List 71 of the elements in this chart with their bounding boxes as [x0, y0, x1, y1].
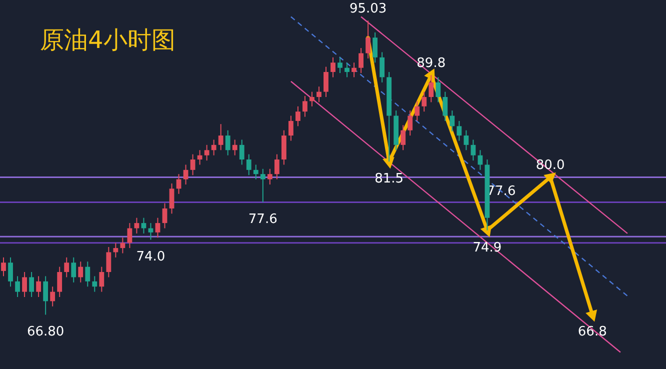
candlestick	[380, 52, 385, 83]
candlestick	[470, 139, 476, 162]
candlestick	[302, 95, 308, 118]
candlestick	[197, 150, 202, 166]
candlestick	[246, 154, 252, 176]
annotation: 95.03	[349, 2, 387, 17]
candlestick	[400, 124, 406, 151]
candlestick	[267, 168, 272, 185]
candlestick	[295, 106, 300, 127]
candlestick	[344, 62, 350, 78]
candlestick	[225, 130, 230, 156]
candlestick	[310, 91, 314, 107]
candlestick	[288, 115, 294, 142]
candlestick	[281, 130, 286, 166]
annotation: 89.8	[416, 56, 446, 72]
candlestick	[352, 62, 356, 78]
candlestick	[120, 237, 126, 254]
candlestick	[324, 66, 328, 98]
candlestick	[372, 32, 378, 64]
candlestick	[99, 266, 104, 292]
candlestick	[442, 91, 448, 122]
candlestick	[50, 286, 56, 307]
candlestick	[260, 168, 266, 203]
candlestick	[218, 124, 224, 151]
candlestick	[408, 110, 413, 136]
candlestick	[29, 272, 34, 298]
candlestick	[71, 256, 76, 283]
candlestick	[43, 276, 48, 316]
candlestick	[190, 154, 196, 176]
candlestick	[253, 164, 258, 180]
candlestick	[1, 256, 6, 277]
candlestick	[436, 76, 441, 103]
candlestick	[338, 56, 342, 74]
candlestick	[134, 217, 140, 234]
candlestick	[36, 276, 42, 298]
candlestick	[15, 276, 20, 298]
candlestick	[414, 100, 420, 122]
candlestick	[64, 256, 70, 278]
annotation: 66.80	[26, 324, 64, 340]
candlestick	[8, 256, 13, 288]
candlestick	[239, 139, 244, 166]
chart-title: 原油4小时图	[40, 26, 176, 54]
candlestick	[169, 182, 174, 214]
candlestick	[155, 217, 160, 238]
ref-line-label: 77.6	[486, 184, 516, 200]
annotation: 74.0	[136, 250, 166, 265]
candlestick	[162, 202, 168, 229]
candlestick	[274, 154, 280, 180]
candlestick	[450, 110, 455, 132]
candlestick	[204, 144, 210, 162]
candlestick	[141, 217, 146, 234]
candlestick	[127, 222, 132, 249]
candlestick	[366, 20, 371, 59]
candlestick	[232, 139, 238, 156]
candlestick	[330, 56, 336, 78]
candlestick	[78, 261, 84, 283]
candlestick	[456, 120, 462, 142]
candlestick	[358, 48, 364, 74]
candlestick	[183, 164, 188, 185]
candlestick	[422, 91, 427, 112]
candlestick	[106, 246, 112, 278]
candlestick	[85, 261, 90, 288]
candlestick	[316, 86, 322, 103]
candlestick	[428, 74, 434, 103]
candlestick	[57, 266, 62, 298]
candlestick	[92, 276, 98, 292]
candlestick	[211, 139, 216, 156]
candlestick	[22, 272, 27, 298]
candlestick	[464, 130, 469, 151]
candlestick	[113, 242, 118, 258]
annotation: 77.6	[248, 212, 278, 228]
